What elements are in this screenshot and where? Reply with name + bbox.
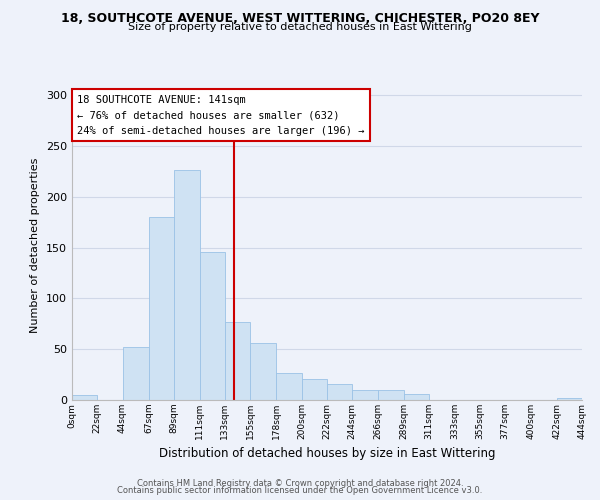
Bar — [72, 395, 97, 400]
Bar — [122, 347, 149, 400]
Bar — [302, 378, 327, 400]
Bar — [250, 343, 277, 400]
Bar — [557, 398, 582, 400]
Text: 18 SOUTHCOTE AVENUE: 141sqm
← 76% of detached houses are smaller (632)
24% of se: 18 SOUTHCOTE AVENUE: 141sqm ← 76% of det… — [77, 94, 365, 136]
Bar — [277, 372, 302, 400]
Text: Size of property relative to detached houses in East Wittering: Size of property relative to detached ho… — [128, 22, 472, 32]
Text: Contains public sector information licensed under the Open Government Licence v3: Contains public sector information licen… — [118, 486, 482, 495]
Bar — [404, 394, 429, 400]
Bar — [377, 390, 404, 400]
Text: Contains HM Land Registry data © Crown copyright and database right 2024.: Contains HM Land Registry data © Crown c… — [137, 478, 463, 488]
Y-axis label: Number of detached properties: Number of detached properties — [31, 158, 40, 332]
Bar — [225, 322, 250, 400]
X-axis label: Distribution of detached houses by size in East Wittering: Distribution of detached houses by size … — [159, 448, 495, 460]
Bar — [174, 170, 199, 400]
Bar — [327, 384, 352, 400]
Bar — [149, 217, 174, 400]
Text: 18, SOUTHCOTE AVENUE, WEST WITTERING, CHICHESTER, PO20 8EY: 18, SOUTHCOTE AVENUE, WEST WITTERING, CH… — [61, 12, 539, 26]
Bar — [199, 252, 225, 400]
Bar — [352, 390, 377, 400]
